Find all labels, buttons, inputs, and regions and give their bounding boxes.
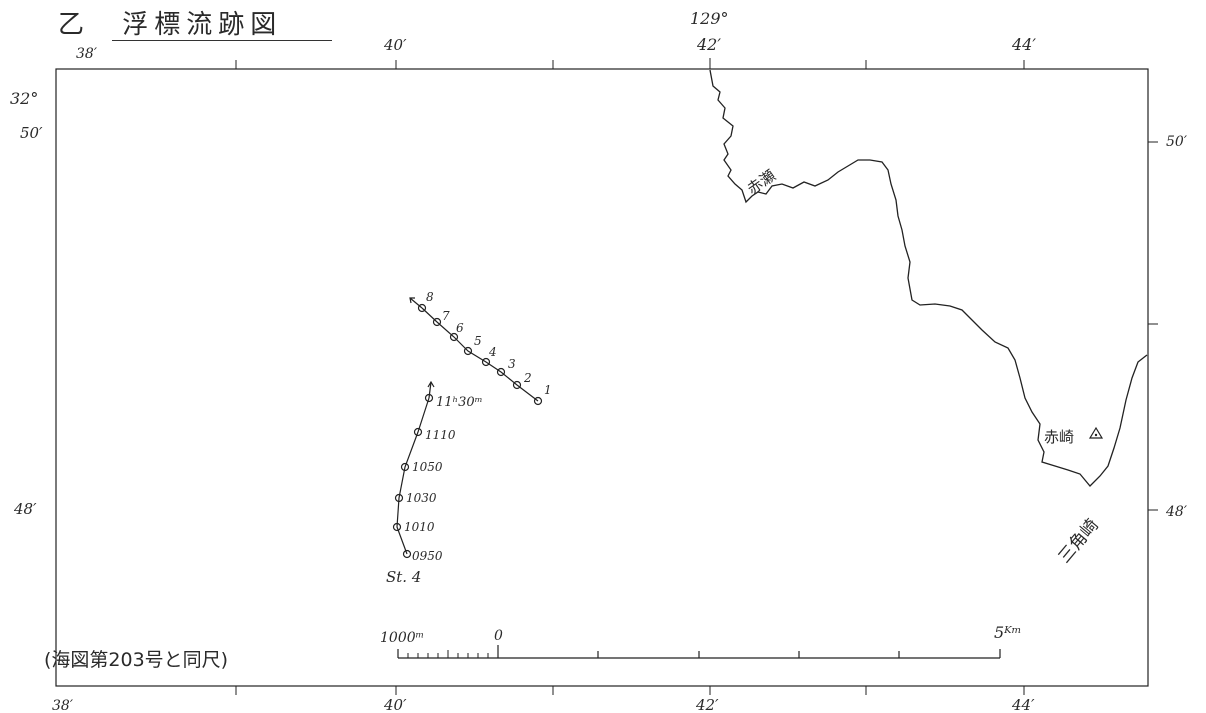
drift-point-b-1130 [424, 393, 434, 403]
scale-bar-left-label: 1000ᵐ [380, 630, 424, 646]
drift-point-a-2 [512, 380, 522, 390]
top-tick-marks [235, 58, 1025, 69]
drift-label-a-4: 4 [488, 345, 497, 359]
bottom-tick-40: 40′ [383, 696, 407, 713]
drift-label-b-0950: 0950 [412, 549, 443, 563]
drift-track-a: 1 2 3 4 5 6 7 8 [409, 290, 552, 406]
triangulation-mark [1088, 426, 1104, 439]
drift-point-b-0950 [402, 549, 412, 559]
top-tick-44: 44′ [1011, 35, 1036, 54]
drift-point-b-1010 [392, 522, 402, 532]
drift-track-a-line [421, 307, 539, 402]
map-title: 乙 浮標流跡図 [58, 4, 282, 41]
bottom-tick-44: 44′ [1011, 696, 1035, 713]
title-prefix: 乙 [58, 10, 91, 40]
degree-label-32: 32° [10, 89, 38, 108]
scale-bar: 1000ᵐ 0 5ᴷᵐ [380, 623, 1022, 659]
right-tick-48: 48′ [1165, 504, 1188, 520]
top-tick-42: 42′ [696, 35, 721, 54]
drift-label-a-7: 7 [442, 309, 450, 323]
top-tick-38: 38′ [76, 46, 98, 62]
scale-bar-major-ticks [397, 645, 1001, 658]
drift-label-b-1030: 1030 [406, 491, 437, 505]
bottom-tick-marks [235, 686, 1025, 695]
drift-track-b-arrowhead [427, 380, 435, 388]
title-main: 浮標流跡図 [122, 10, 283, 40]
drift-label-a-6: 6 [456, 321, 464, 335]
chart-note: (海図第203号と同尺) [44, 649, 228, 671]
place-akase: 赤瀬 [744, 166, 779, 198]
drift-point-a-5 [463, 346, 473, 356]
drift-label-a-1: 1 [544, 383, 552, 397]
drift-point-a-1 [533, 396, 543, 406]
drift-track-b-line [396, 397, 430, 555]
drift-point-a-7 [432, 317, 442, 327]
left-tick-50: 50′ [20, 124, 43, 142]
left-tick-48: 48′ [13, 500, 37, 518]
title-underline [112, 40, 332, 41]
drift-point-b-1030 [394, 493, 404, 503]
coastline [709, 69, 1148, 487]
top-tick-40: 40′ [383, 36, 407, 54]
drift-point-a-3 [496, 367, 506, 377]
right-tick-50: 50′ [1166, 134, 1188, 150]
drift-point-b-1110 [413, 427, 423, 437]
drift-track-b-arrow-shaft [428, 381, 432, 399]
drift-point-a-8 [417, 303, 427, 313]
place-akasaki: 赤崎 [1044, 428, 1074, 446]
bottom-tick-42: 42′ [695, 696, 719, 713]
scale-bar-minor-ticks [407, 650, 489, 658]
drift-label-a-2: 2 [523, 371, 532, 385]
drift-label-b-1110: 1110 [425, 428, 456, 442]
drift-track-a-arrow-shaft [409, 297, 423, 309]
drift-point-a-6 [449, 332, 459, 342]
scale-bar-right-label: 5ᴷᵐ [994, 623, 1022, 642]
drift-label-b-1050: 1050 [412, 460, 443, 474]
drift-label-b-1010: 1010 [404, 520, 435, 534]
drift-label-a-3: 3 [508, 357, 516, 371]
drift-point-b-1050 [400, 462, 410, 472]
drift-label-b-1130: 11ʰ30ᵐ [436, 395, 483, 410]
right-tick-marks [1148, 141, 1158, 511]
map-frame [55, 68, 1149, 687]
place-misumizaki: 三角崎 [1055, 515, 1103, 567]
scale-bar-zero-label: 0 [494, 628, 503, 644]
drift-track-a-arrowhead [409, 297, 415, 304]
drift-label-a-8: 8 [426, 290, 434, 304]
drift-label-a-5: 5 [474, 334, 482, 348]
station-label: St. 4 [386, 568, 421, 586]
degree-label-129: 129° [690, 9, 729, 28]
bottom-tick-38: 38′ [52, 698, 74, 713]
drift-point-a-4 [481, 357, 491, 367]
drift-track-b: 0950 1010 1030 1050 1110 11ʰ30ᵐ St. 4 [386, 380, 483, 586]
